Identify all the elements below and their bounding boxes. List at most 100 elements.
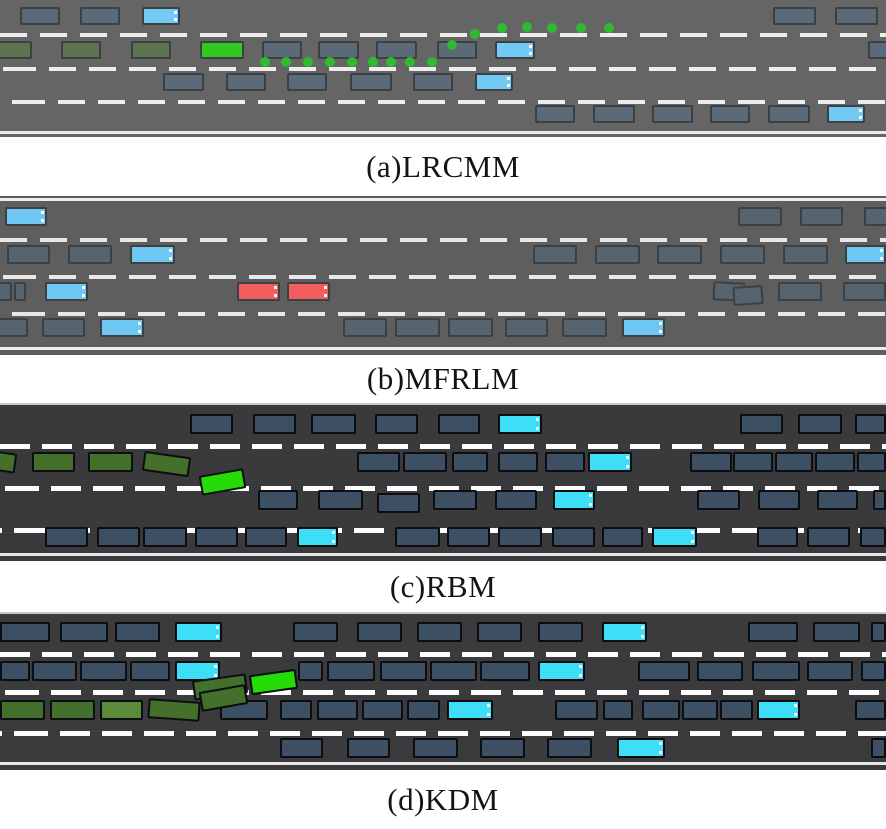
car-gray	[533, 245, 577, 264]
car-gray	[293, 622, 338, 642]
car-gray	[871, 738, 886, 758]
car-gray	[407, 700, 440, 720]
car-dkgreen	[50, 700, 95, 720]
car-gray	[775, 452, 813, 472]
car-gray	[868, 41, 886, 59]
car-gray	[864, 207, 886, 226]
car-gray	[163, 73, 204, 91]
car-gray	[552, 527, 595, 547]
car-gray	[298, 661, 323, 681]
car-red	[287, 282, 330, 301]
car-blue	[100, 318, 144, 337]
trajectory-dot	[427, 57, 437, 67]
car-gray	[720, 245, 765, 264]
car-gray	[318, 41, 359, 59]
car-gray	[433, 490, 477, 510]
car-dkgreen	[0, 450, 18, 474]
car-gray	[413, 738, 458, 758]
car-gray	[682, 700, 718, 720]
lane-divider	[0, 444, 886, 449]
trajectory-dot	[281, 57, 291, 67]
car-gray	[375, 414, 418, 434]
car-gray	[0, 661, 30, 681]
car-gray	[768, 105, 810, 123]
car-gray	[798, 414, 842, 434]
car-gray	[287, 73, 327, 91]
car-gray	[0, 282, 12, 301]
car-gray	[262, 41, 302, 59]
car-gray	[657, 245, 702, 264]
car-gray	[32, 661, 77, 681]
car-blue	[827, 105, 865, 123]
car-gray	[357, 452, 400, 472]
car-gray	[258, 490, 298, 510]
car-gray	[447, 527, 490, 547]
caption-mfrlm: (b)MFRLM	[366, 361, 520, 396]
car-gray	[752, 661, 800, 681]
car-gray	[357, 622, 402, 642]
trajectory-dot	[497, 23, 507, 33]
car-gray	[638, 661, 690, 681]
road-edge-line	[0, 553, 886, 556]
car-gray	[7, 245, 50, 264]
trajectory-dot	[604, 23, 614, 33]
car-gray	[697, 661, 743, 681]
car-gray	[740, 414, 783, 434]
car-dkgreen	[141, 450, 192, 478]
car-gray	[318, 490, 363, 510]
car-gray	[403, 452, 447, 472]
lane-divider	[0, 275, 886, 279]
car-gray	[817, 490, 858, 510]
car-gray	[642, 700, 680, 720]
car-gray	[448, 318, 493, 337]
car-gray	[593, 105, 635, 123]
car-gray	[115, 622, 160, 642]
car-gray	[555, 700, 598, 720]
car-gray	[495, 490, 537, 510]
car-gray	[347, 738, 390, 758]
car-gray	[545, 452, 585, 472]
car-gray	[253, 414, 296, 434]
lane-divider	[0, 312, 886, 316]
car-gray	[807, 661, 853, 681]
trajectory-dot	[576, 23, 586, 33]
trajectory-dot	[260, 57, 270, 67]
lane-divider	[0, 100, 886, 104]
car-dkgreen	[0, 700, 45, 720]
caption-kdm: (d)KDM	[387, 781, 499, 817]
lane-divider	[0, 690, 886, 695]
car-gray	[143, 527, 187, 547]
car-gray	[603, 700, 633, 720]
car-gray	[130, 661, 170, 681]
car-gray	[195, 527, 238, 547]
car-olive	[0, 41, 32, 59]
car-gray	[732, 284, 764, 307]
car-gray	[778, 282, 822, 301]
trajectory-dot	[447, 40, 457, 50]
car-dkgreen	[32, 452, 75, 472]
lane-divider	[0, 33, 886, 37]
road-edge-line	[0, 198, 886, 201]
car-blue	[845, 245, 886, 264]
car-gray	[327, 661, 375, 681]
car-blue	[5, 207, 47, 226]
car-gray	[733, 452, 773, 472]
lane-divider	[0, 652, 886, 657]
car-cyan	[553, 490, 595, 510]
car-gray	[547, 738, 592, 758]
car-gray	[738, 207, 782, 226]
car-olive	[131, 41, 171, 59]
car-green	[200, 41, 244, 59]
car-gray	[758, 490, 800, 510]
panel-kdm: (d)KDM	[0, 612, 886, 829]
road-lrcmm	[0, 0, 886, 137]
car-blue	[495, 41, 535, 59]
car-gray	[380, 661, 427, 681]
car-ltgreen	[100, 700, 143, 720]
panel-mfrlm: (b)MFRLM	[0, 196, 886, 403]
trajectory-dot	[368, 57, 378, 67]
car-gray	[430, 661, 477, 681]
car-gray	[20, 7, 60, 25]
trajectory-dot	[405, 57, 415, 67]
